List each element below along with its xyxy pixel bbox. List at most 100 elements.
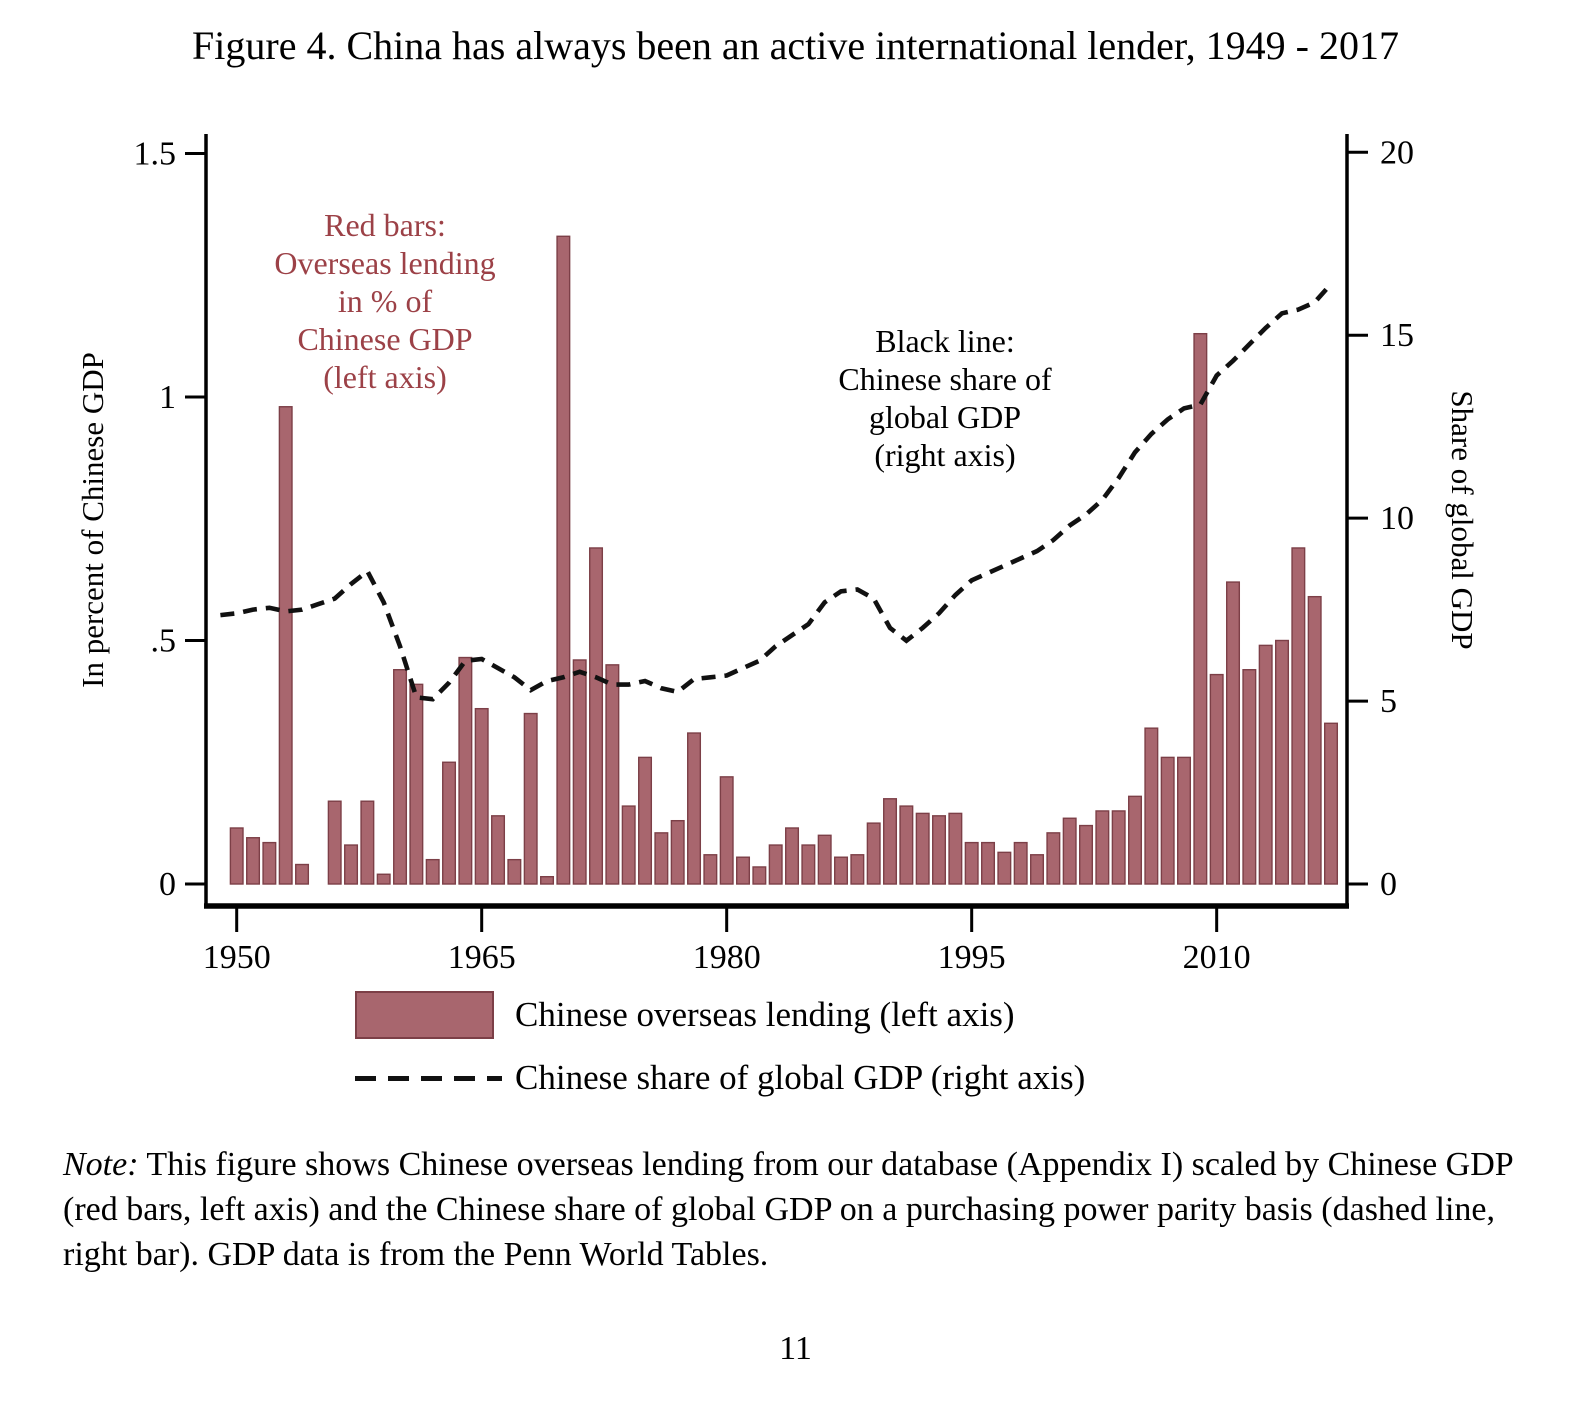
lending-bar-1990 bbox=[883, 798, 898, 885]
dashed-line-icon bbox=[355, 1075, 502, 1081]
lending-bar-1975 bbox=[638, 756, 653, 885]
lending-bar-1980 bbox=[719, 776, 734, 885]
lending-bar-2000 bbox=[1046, 832, 1061, 885]
lending-bar-1953 bbox=[278, 406, 293, 885]
left-axis-title: In percent of Chinese GDP bbox=[75, 352, 110, 688]
black-line-annotation-line: Chinese share of bbox=[838, 361, 1052, 397]
lending-bar-1997 bbox=[997, 851, 1012, 885]
chart-legend: Chinese overseas lending (left axis) Chi… bbox=[355, 990, 1085, 1116]
lending-bar-1998 bbox=[1013, 841, 1028, 885]
lending-bar-1972 bbox=[589, 547, 604, 885]
left-axis-tick-label: 0 bbox=[159, 866, 176, 903]
lending-bar-2001 bbox=[1062, 817, 1077, 885]
black-line-annotation: Black line: Chinese share of global GDP (ri… bbox=[838, 323, 1052, 473]
lending-bar-1977 bbox=[670, 819, 685, 885]
lending-bar-1988 bbox=[850, 854, 865, 885]
lending-bar-2008 bbox=[1177, 756, 1192, 885]
right-axis-tick-label: 0 bbox=[1380, 866, 1397, 903]
lending-bar-2015 bbox=[1291, 547, 1306, 885]
lending-bar-1958 bbox=[360, 800, 375, 885]
legend-item-lending: Chinese overseas lending (left axis) bbox=[355, 990, 1085, 1040]
lending-bar-2017 bbox=[1324, 722, 1339, 885]
lending-bar-1986 bbox=[817, 834, 832, 885]
right-axis-tick-label: 10 bbox=[1380, 500, 1414, 537]
red-bars-annotation-line: Overseas lending bbox=[274, 245, 495, 281]
lending-bar-1989 bbox=[866, 822, 881, 885]
lending-bar-1968 bbox=[523, 712, 538, 885]
lending-bar-2007 bbox=[1160, 756, 1175, 885]
black-line-annotation-line: (right axis) bbox=[874, 437, 1015, 473]
red-bars-annotation: Red bars: Overseas lending in % of Chinese … bbox=[274, 207, 495, 395]
legend-item-gdp-share: Chinese share of global GDP (right axis) bbox=[355, 1053, 1085, 1103]
lending-bar-1960 bbox=[393, 669, 408, 885]
lending-bar-1961 bbox=[409, 683, 424, 885]
x-axis-tick-label: 1980 bbox=[693, 939, 761, 976]
lending-bar-2004 bbox=[1111, 810, 1126, 885]
lending-bar-1973 bbox=[605, 664, 620, 885]
lending-bar-1991 bbox=[899, 805, 914, 885]
bar-swatch-icon bbox=[355, 991, 494, 1039]
x-axis-tick-label: 1950 bbox=[203, 939, 271, 976]
lending-bar-2010 bbox=[1209, 673, 1224, 885]
lending-bar-1959 bbox=[376, 873, 391, 885]
lending-bar-1979 bbox=[703, 854, 718, 885]
gdp-share-line bbox=[220, 282, 1333, 702]
lending-bar-1967 bbox=[507, 858, 522, 885]
lending-bar-2014 bbox=[1275, 639, 1290, 885]
lending-bar-1954 bbox=[295, 863, 310, 885]
lending-bar-1983 bbox=[768, 844, 783, 885]
lending-bar-1993 bbox=[932, 815, 947, 885]
lending-bar-1992 bbox=[915, 812, 930, 885]
x-axis-tick-label: 1965 bbox=[448, 939, 516, 976]
lending-bar-2006 bbox=[1144, 727, 1159, 885]
lending-bar-1987 bbox=[834, 856, 849, 885]
lending-bar-2013 bbox=[1258, 644, 1273, 885]
legend-label-lending: Chinese overseas lending (left axis) bbox=[515, 995, 1015, 1034]
lending-bar-2009 bbox=[1193, 332, 1208, 885]
red-bars-annotation-line: Red bars: bbox=[324, 207, 446, 243]
red-bars-annotation-line: (left axis) bbox=[323, 359, 447, 395]
lending-bar-1971 bbox=[572, 659, 587, 885]
lending-bar-1956 bbox=[327, 800, 342, 885]
black-line-annotation-line: global GDP bbox=[869, 399, 1021, 435]
note-prefix: Note: bbox=[63, 1146, 139, 1183]
lending-bar-1969 bbox=[540, 875, 555, 885]
legend-label-gdp-share: Chinese share of global GDP (right axis) bbox=[515, 1058, 1086, 1097]
lending-bar-1964 bbox=[458, 656, 473, 885]
figure-title: Figure 4. China has always been an activ… bbox=[192, 23, 1399, 68]
lending-bar-1999 bbox=[1030, 854, 1045, 885]
figure-note: Note: This figure shows Chinese overseas… bbox=[63, 1142, 1555, 1278]
right-axis-tick-label: 15 bbox=[1380, 317, 1414, 354]
lending-bar-1963 bbox=[442, 761, 457, 885]
lending-bar-2012 bbox=[1242, 669, 1257, 885]
right-axis-tick-label: 5 bbox=[1380, 683, 1397, 720]
lending-bar-1950 bbox=[229, 827, 244, 885]
lending-bar-1996 bbox=[981, 841, 996, 885]
lending-bar-1962 bbox=[425, 858, 440, 885]
black-line-annotation-line: Black line: bbox=[875, 323, 1015, 359]
right-axis-title: Share of global GDP bbox=[1445, 390, 1480, 649]
red-bars-annotation-line: Chinese GDP bbox=[297, 321, 472, 357]
lending-bar-1981 bbox=[736, 856, 751, 885]
lending-bar-1994 bbox=[948, 812, 963, 885]
lending-bar-1951 bbox=[246, 837, 261, 885]
lending-bar-2002 bbox=[1079, 824, 1094, 885]
lending-bar-1985 bbox=[801, 844, 816, 885]
lending-bar-1978 bbox=[687, 732, 702, 885]
left-axis-tick-label: 1 bbox=[159, 379, 176, 416]
lending-bar-2005 bbox=[1128, 795, 1143, 885]
note-text: This figure shows Chinese overseas lendi… bbox=[63, 1146, 1513, 1274]
lending-bar-2011 bbox=[1226, 581, 1241, 885]
lending-bar-1966 bbox=[491, 815, 506, 885]
red-bars-annotation-line: in % of bbox=[338, 283, 433, 319]
lending-bar-1965 bbox=[474, 707, 489, 885]
lending-bar-1970 bbox=[556, 235, 571, 885]
lending-bar-2016 bbox=[1307, 595, 1322, 885]
page-number: 11 bbox=[779, 1330, 812, 1367]
x-axis-tick-label: 2010 bbox=[1183, 939, 1251, 976]
x-axis-tick-label: 1995 bbox=[938, 939, 1006, 976]
lending-bar-1974 bbox=[621, 805, 636, 885]
left-axis-tick-label: 1.5 bbox=[134, 136, 177, 173]
lending-bar-2003 bbox=[1095, 810, 1110, 885]
